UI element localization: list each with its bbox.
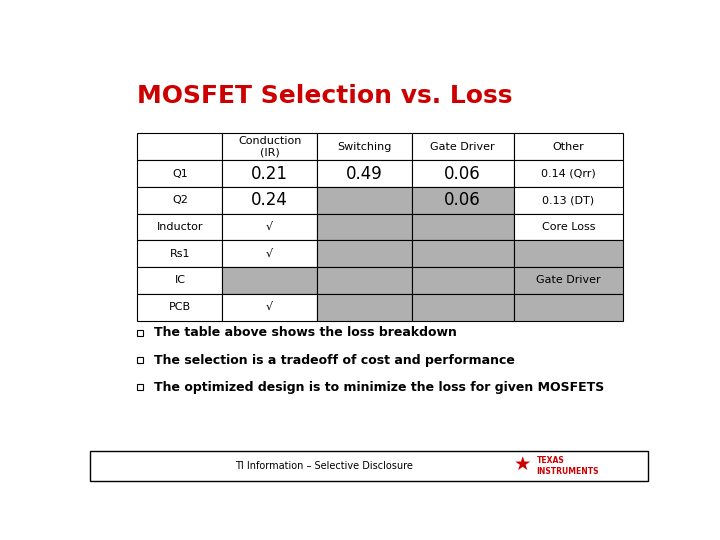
Text: 0.13 (DT): 0.13 (DT): [542, 195, 594, 205]
Text: PCB: PCB: [169, 302, 191, 312]
Text: Switching: Switching: [337, 142, 392, 152]
Bar: [222, 160, 317, 187]
Text: Rs1: Rs1: [170, 249, 190, 259]
Text: 0.24: 0.24: [251, 191, 288, 209]
Text: 0.21: 0.21: [251, 165, 288, 183]
Bar: [90, 451, 648, 481]
Bar: [317, 294, 412, 321]
Text: Q2: Q2: [172, 195, 188, 205]
Text: 0.49: 0.49: [346, 165, 383, 183]
Bar: [412, 187, 513, 214]
Text: TI Information – Selective Disclosure: TI Information – Selective Disclosure: [235, 461, 413, 471]
Bar: [138, 133, 222, 160]
Text: Gate Driver: Gate Driver: [431, 142, 495, 152]
Text: 0.14 (Qrr): 0.14 (Qrr): [541, 168, 595, 179]
Text: The selection is a tradeoff of cost and performance: The selection is a tradeoff of cost and …: [154, 354, 515, 367]
Bar: [412, 133, 513, 160]
Bar: [138, 330, 143, 336]
Bar: [317, 240, 412, 267]
Text: √: √: [266, 222, 274, 232]
Text: MOSFET Selection vs. Loss: MOSFET Selection vs. Loss: [138, 84, 513, 107]
Bar: [513, 160, 623, 187]
Bar: [222, 294, 317, 321]
Text: TEXAS
INSTRUMENTS: TEXAS INSTRUMENTS: [536, 456, 599, 476]
Text: IC: IC: [174, 275, 186, 286]
Text: Q1: Q1: [172, 168, 188, 179]
Bar: [412, 214, 513, 240]
Text: Gate Driver: Gate Driver: [536, 275, 600, 286]
Text: The optimized design is to minimize the loss for given MOSFETS: The optimized design is to minimize the …: [154, 381, 604, 394]
Text: 0.06: 0.06: [444, 165, 481, 183]
Bar: [317, 267, 412, 294]
Bar: [222, 240, 317, 267]
Text: 0.06: 0.06: [444, 191, 481, 209]
Text: Conduction
(IR): Conduction (IR): [238, 136, 302, 158]
Text: √: √: [266, 249, 274, 259]
Text: Other: Other: [552, 142, 584, 152]
Bar: [138, 357, 143, 363]
Bar: [412, 294, 513, 321]
Bar: [222, 267, 317, 294]
Bar: [513, 267, 623, 294]
Text: The table above shows the loss breakdown: The table above shows the loss breakdown: [154, 327, 457, 340]
Bar: [513, 133, 623, 160]
Text: √: √: [266, 302, 274, 312]
Text: Core Loss: Core Loss: [541, 222, 595, 232]
Bar: [138, 214, 222, 240]
Bar: [222, 133, 317, 160]
Bar: [222, 187, 317, 214]
Bar: [412, 160, 513, 187]
Bar: [138, 187, 222, 214]
Bar: [138, 384, 143, 390]
Bar: [317, 133, 412, 160]
Bar: [138, 294, 222, 321]
Bar: [138, 160, 222, 187]
Bar: [513, 214, 623, 240]
Bar: [513, 294, 623, 321]
Text: ★: ★: [514, 455, 531, 474]
Bar: [317, 160, 412, 187]
Bar: [222, 214, 317, 240]
Bar: [412, 240, 513, 267]
Bar: [317, 187, 412, 214]
Bar: [513, 240, 623, 267]
Bar: [513, 187, 623, 214]
Bar: [138, 240, 222, 267]
Bar: [138, 267, 222, 294]
Text: Inductor: Inductor: [157, 222, 203, 232]
Bar: [412, 267, 513, 294]
Bar: [317, 214, 412, 240]
